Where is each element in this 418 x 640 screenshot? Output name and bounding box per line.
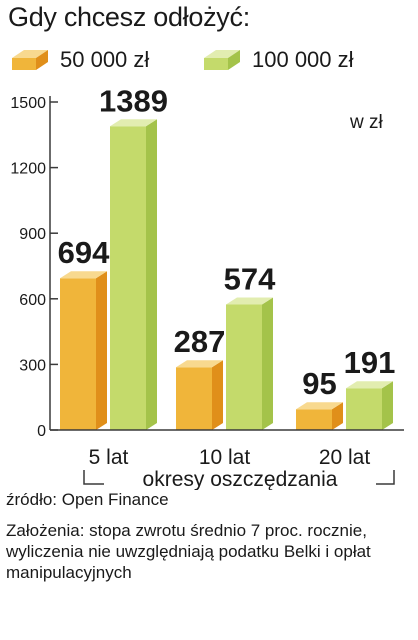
bar-series_a-0 (60, 271, 107, 430)
x-axis-bracket (83, 470, 395, 485)
axes (49, 96, 404, 431)
bar-top (226, 297, 273, 305)
y-axis-ticks: 0 300 600 900 1200 1500 (10, 95, 58, 440)
legend-swatch-series-a (12, 50, 48, 70)
y-tick-label: 1500 (10, 95, 46, 112)
bar-top (110, 119, 157, 127)
bar-series_b-1 (226, 297, 273, 430)
legend-swatch-series-b (204, 50, 240, 70)
bar-side (146, 119, 157, 430)
category-label: 5 lat (89, 446, 129, 469)
legend-label-series-a: 50 000 zł (60, 47, 150, 72)
bar-top (60, 271, 107, 279)
bar-series_a-2 (296, 402, 343, 430)
bar-value-label: 287 (174, 324, 226, 359)
bar-top (296, 402, 343, 410)
source-note: źródło: Open Finance (6, 490, 169, 509)
bar-value-label: 191 (344, 345, 396, 380)
bar-side (382, 381, 393, 430)
y-tick-label: 900 (19, 226, 46, 243)
bar-front (60, 278, 96, 430)
category-label: 20 lat (319, 446, 371, 469)
y-tick-label: 300 (19, 357, 46, 374)
legend-item-series-b: 100 000 zł (202, 46, 354, 74)
y-tick-label: 1200 (10, 161, 46, 178)
legend-swatch-b-front (204, 58, 228, 70)
bar-value-label: 95 (302, 366, 336, 401)
bar-side (212, 360, 223, 430)
bar-front (226, 304, 262, 430)
legend-swatch-b-side (228, 50, 240, 70)
bar-series_a-1 (176, 360, 223, 430)
legend-swatch-a-front (12, 58, 36, 70)
y-tick-label: 0 (37, 423, 46, 440)
bar-value-label: 1389 (99, 83, 168, 118)
legend-swatch-a-side (36, 50, 48, 70)
category-label: 10 lat (199, 446, 251, 469)
bar-front (176, 367, 212, 430)
bar-series_b-2 (346, 381, 393, 430)
bar-series_b-0 (110, 119, 157, 430)
bar-side (332, 402, 343, 430)
assumptions-note: Założenia: stopa zwrotu średnio 7 proc. … (6, 521, 371, 582)
bar-top (346, 381, 393, 389)
bar-side (96, 271, 107, 430)
bar-front (110, 126, 146, 430)
bar-front (296, 409, 332, 430)
bar-top (176, 360, 223, 368)
bar-front (346, 388, 382, 430)
bar-value-label: 574 (224, 261, 276, 296)
legend-item-series-a: 50 000 zł (10, 46, 149, 74)
unit-label: w zł (350, 112, 383, 133)
x-axis-title: okresy oszczędzania (143, 468, 338, 490)
category-labels: 5 lat 10 lat 20 lat (89, 446, 371, 469)
bar-side (262, 297, 273, 430)
legend-label-series-b: 100 000 zł (252, 47, 354, 72)
chart-title: Gdy chcesz odłożyć: (8, 2, 250, 32)
bar-value-label: 694 (58, 235, 110, 270)
y-tick-label: 600 (19, 292, 46, 309)
